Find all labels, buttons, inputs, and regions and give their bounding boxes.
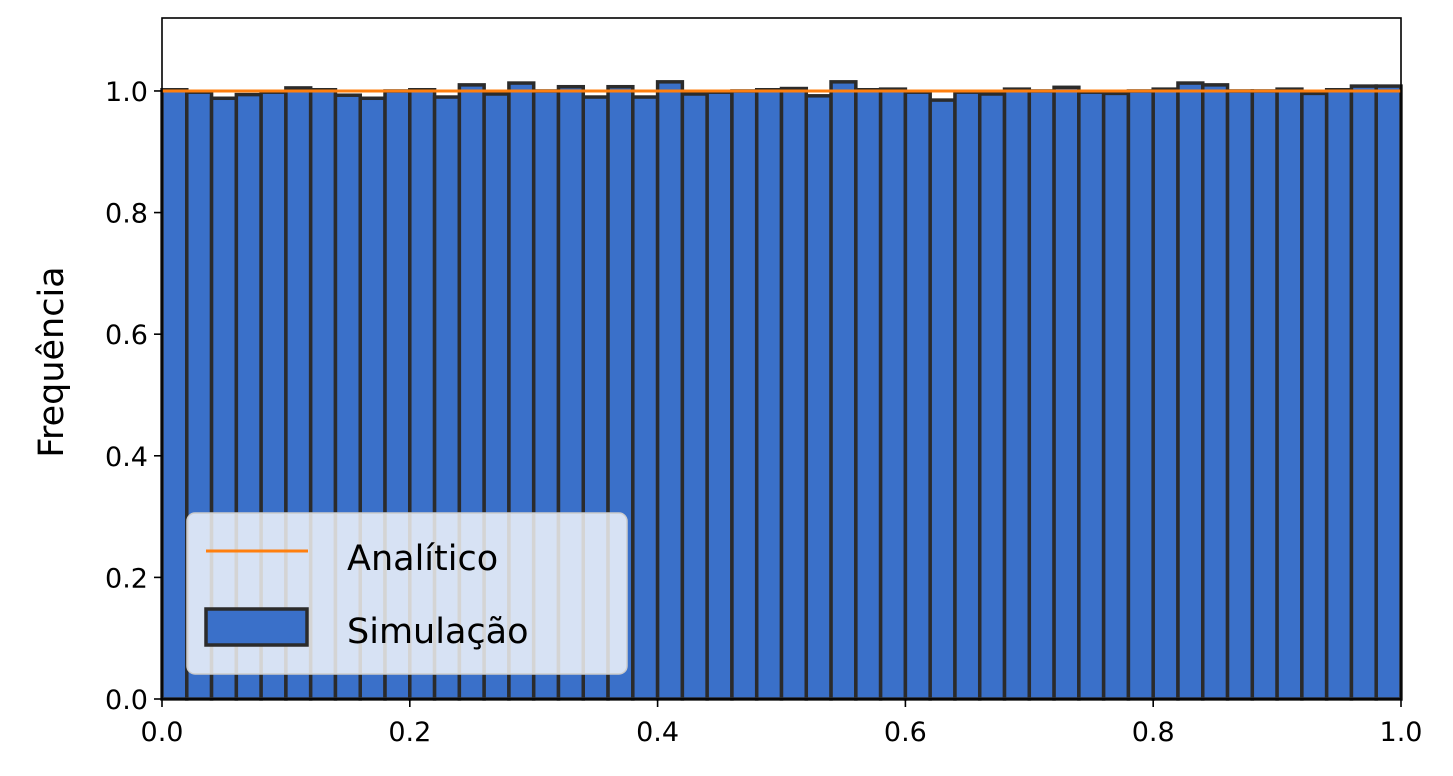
histogram-bar [1002,87,1032,701]
plot-frame [161,17,1402,700]
y-axis-ticks: 0.0 0.2 0.4 0.6 0.8 1.0 [105,77,162,716]
histogram-bar [1077,90,1106,701]
histogram-bar [160,87,189,701]
x-tick-label: 0.8 [1132,717,1175,748]
histogram-bar [1324,87,1354,701]
histogram-bar [878,87,908,701]
histogram-bar [854,87,883,701]
histogram-bar [754,87,784,701]
histogram-bar [977,92,1007,701]
histogram-bar [705,90,734,701]
y-axis-label: Frequência [32,266,72,457]
x-tick-label: 0.2 [388,717,431,748]
histogram-bar [1126,89,1155,701]
histogram-bar [1374,84,1403,701]
legend-label-simulacao: Simulação [347,612,529,652]
histogram-bar [1225,89,1255,701]
legend: Analítico Simulação [186,512,628,675]
x-tick-label: 1.0 [1380,717,1423,748]
histogram-bar [1151,87,1180,701]
histogram-bar [631,95,660,701]
x-tick-label: 0.4 [636,717,679,748]
y-tick-label: 0.2 [105,563,148,594]
histogram-bar [928,98,957,701]
x-tick-label: 0.6 [884,717,927,748]
legend-label-analitico: Analítico [347,539,498,579]
y-tick-label: 0.0 [105,685,148,716]
histogram-bar [1176,81,1205,701]
y-tick-label: 0.4 [105,442,148,473]
histogram-bar [903,90,932,701]
histogram-bar [1201,83,1230,701]
histogram-bar [1275,87,1304,701]
histogram-bar [655,80,685,701]
histogram-bar [1349,84,1378,701]
histogram-bar [804,94,833,701]
histogram-bar [1101,91,1131,701]
legend-swatch-simulacao [204,607,309,647]
x-axis-ticks: 0.0 0.2 0.4 0.6 0.8 1.0 [141,699,1423,748]
histogram-bar [1052,85,1081,701]
x-tick-label: 0.0 [141,717,184,748]
histogram-bar [1300,91,1329,701]
histogram-bar [1027,89,1056,701]
y-tick-label: 0.8 [105,199,148,230]
histogram-bar [1250,89,1279,701]
histogram-bar [829,80,858,701]
histogram-bar [730,89,759,701]
y-tick-label: 0.6 [105,320,148,351]
y-tick-label: 1.0 [105,77,148,108]
histogram-bar [680,92,709,701]
histogram-bar [779,86,809,701]
histogram-bar [953,90,982,701]
